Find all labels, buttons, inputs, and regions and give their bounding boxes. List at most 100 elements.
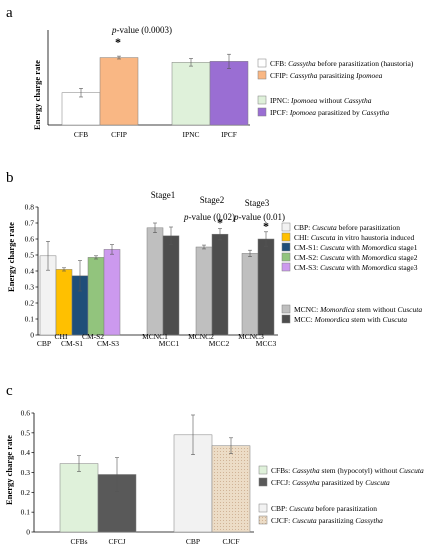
- legend-swatch-cbp: [281, 222, 291, 232]
- panel-a-legend: CFB: Cassytha before parasitization (hau…: [257, 58, 414, 117]
- x-tick-label-cjcf: CJCF: [222, 537, 239, 546]
- legend-swatch-cfip: [257, 70, 267, 80]
- y-tick-label: 0.6: [21, 409, 31, 418]
- bar-cm-s2: [87, 257, 105, 336]
- panel-c-ylabel: Energy charge rate: [4, 435, 14, 505]
- legend-swatch-cfcj: [258, 477, 268, 487]
- legend-swatch-cm-s2: [281, 252, 291, 262]
- legend-swatch-cfbs: [258, 465, 268, 475]
- bar-cfbs: [59, 463, 99, 533]
- panel-b-pvalue-stage2: p-value (0.02): [183, 212, 235, 222]
- x-tick-label-cm-s3: CM-S3: [97, 339, 119, 348]
- x-tick-label-mcnc1: MCNC1: [142, 332, 168, 341]
- x-tick-label-mcnc2: MCNC2: [188, 332, 214, 341]
- legend-entry-cfcj: CFCJ: Cassytha parasitized by Cuscuta: [271, 478, 390, 487]
- bar-mcnc2: [195, 246, 213, 336]
- bar-cfb: [61, 92, 101, 126]
- y-tick-label: 0.6: [25, 235, 35, 244]
- stage-label-1: Stage1: [151, 190, 176, 200]
- x-tick-label-mcnc3: MCNC3: [238, 332, 264, 341]
- y-tick-label: 0.7: [25, 219, 35, 228]
- y-tick-label: 0.3: [21, 468, 31, 477]
- panel-c: c Energy charge rate 0 0.1 0.2 0.3 0.4 0.5 0.6…: [4, 383, 424, 546]
- y-tick-label: 0.1: [25, 315, 35, 324]
- legend-entry-mcnc: MCNC: Momordica stem without Cuscuta: [294, 305, 422, 314]
- legend-swatch-mcnc: [281, 304, 291, 314]
- x-tick-label-cm-s2: CM-S2: [82, 332, 104, 341]
- legend-entry-cbp: CBP: Cuscuta before parasitization: [271, 504, 377, 513]
- y-tick-label: 0: [26, 528, 30, 537]
- legend-swatch-cbp: [258, 503, 268, 513]
- legend-swatch-ipcf: [257, 107, 267, 117]
- bar-cjcf: [211, 445, 251, 533]
- y-tick-label: 0.4: [25, 267, 35, 276]
- stage-label-2: Stage2: [200, 195, 225, 205]
- legend-entry-mcc: MCC: Momordica stem with Cuscuta: [294, 315, 407, 324]
- x-tick-label-mcc2: MCC2: [209, 339, 230, 348]
- x-tick-label-ipnc: IPNC: [182, 130, 199, 139]
- legend-swatch-cjcf: [258, 515, 268, 525]
- x-tick-label-cbp: CBP: [37, 339, 51, 348]
- bar-mcnc1: [146, 227, 164, 336]
- y-tick-label: 0.5: [21, 428, 31, 437]
- x-tick-label-cfcj: CFCJ: [108, 537, 125, 546]
- y-tick-label: 0.8: [25, 203, 35, 212]
- legend-swatch-cm-s3: [281, 262, 291, 272]
- x-tick-label-cfip: CFIP: [111, 130, 127, 139]
- y-tick-label: 0.5: [25, 251, 35, 260]
- y-tick-label: 0.4: [21, 448, 31, 457]
- x-tick-label-cfb: CFB: [74, 130, 88, 139]
- x-tick-label-chi: CHI: [55, 332, 68, 341]
- x-tick-label-mcc3: MCC3: [256, 339, 277, 348]
- legend-swatch-cm-s1: [281, 242, 291, 252]
- legend-entry-cfbs: CFBs: Cassytha stem (hypocotyl) without …: [271, 466, 424, 475]
- panel-a-significance-star: *: [115, 35, 121, 49]
- panel-letter-a: a: [6, 5, 13, 21]
- panel-letter-c: c: [6, 383, 13, 399]
- x-tick-label-cbp: CBP: [186, 537, 200, 546]
- bar-cm-s3: [103, 249, 121, 336]
- panel-b-ylabel: Energy charge rate: [6, 222, 16, 292]
- legend-swatch-chi: [281, 232, 291, 242]
- bar-mcc1: [162, 235, 180, 336]
- y-tick-label: 0.1: [21, 508, 31, 517]
- legend-entry-cbp: CBP: Cuscuta before parasitization: [294, 223, 400, 232]
- bar-chi: [55, 269, 73, 336]
- x-tick-label-cm-s1: CM-S1: [61, 339, 83, 348]
- y-tick-label: 0.2: [25, 299, 35, 308]
- panel-a: a Energy charge rate CFB CFIP IPNC IPCF p-v…: [6, 5, 414, 139]
- panel-b: b Energy charge rate 0 0.1 0.2 0.3 0.4 0.5 0.6…: [6, 170, 422, 348]
- x-tick-label-cfbs: CFBs: [70, 537, 87, 546]
- stage-label-3: Stage3: [245, 198, 270, 208]
- bar-cfip: [99, 57, 139, 126]
- x-tick-label-ipcf: IPCF: [221, 130, 237, 139]
- significance-star-stage2: *: [217, 216, 223, 230]
- bar-mcnc3: [241, 253, 259, 336]
- legend-entry-cm-s1: CM-S1: Cuscuta with Momordica stage1: [294, 243, 418, 252]
- legend-swatch-mcc: [281, 314, 291, 324]
- y-tick-label: 0.2: [21, 488, 31, 497]
- y-tick-label: 0: [30, 331, 34, 340]
- legend-entry-ipnc: IPNC: Ipomoea without Cassytha: [270, 96, 372, 105]
- legend-entry-cm-s2: CM-S2: Cuscuta with Momordica stage2: [294, 253, 418, 262]
- legend-entry-ipcf: IPCF: Ipomoea parasitized by Cassytha: [270, 108, 389, 117]
- legend-entry-cfb: CFB: Cassytha before parasitization (hau…: [270, 59, 414, 68]
- bar-ipcf: [209, 61, 249, 126]
- significance-star-stage3: *: [263, 219, 269, 233]
- panel-a-pvalue: p-value (0.0003): [111, 25, 172, 35]
- legend-entry-cm-s3: CM-S3: Cuscuta with Momordica stage3: [294, 263, 418, 272]
- legend-entry-cfip: CFIP: Cassytha parasitizing Ipomoea: [270, 71, 383, 80]
- legend-entry-chi: CHI: Cuscuta in vitro haustoria induced: [294, 233, 414, 242]
- panel-c-legend: CFBs: Cassytha stem (hypocotyl) without …: [258, 465, 424, 525]
- legend-swatch-ipnc: [257, 95, 267, 105]
- panel-a-ylabel: Energy charge rate: [32, 60, 42, 130]
- panel-b-pvalue-stage3: p-value (0.01): [233, 212, 285, 222]
- panel-letter-b: b: [6, 170, 14, 186]
- bar-mcc3: [257, 238, 275, 336]
- y-tick-label: 0.3: [25, 283, 35, 292]
- x-tick-label-mcc1: MCC1: [159, 339, 180, 348]
- bar-ipnc: [171, 62, 211, 126]
- legend-entry-cjcf: CJCF: Cuscuta parasitizing Cassytha: [271, 516, 383, 525]
